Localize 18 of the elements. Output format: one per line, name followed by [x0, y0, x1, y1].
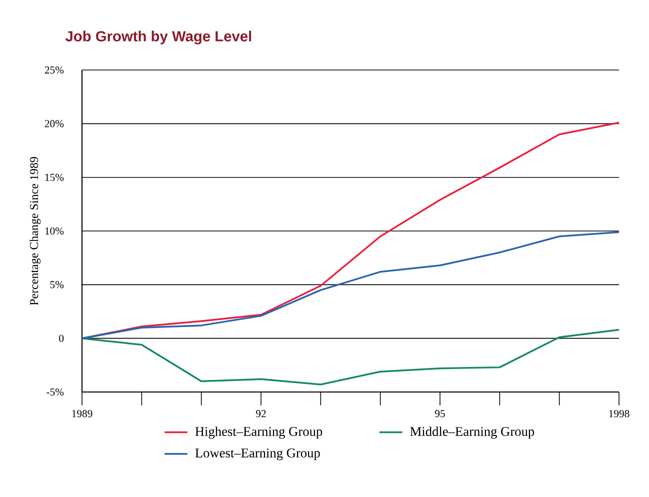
- line-series: [81, 328, 620, 386]
- y-tick-label: 10%: [45, 227, 64, 235]
- x-tick-label: 1989: [72, 410, 92, 418]
- y-tick-label: 25%: [44, 66, 64, 74]
- x-tick-label: 1998: [609, 410, 630, 418]
- chart-title: Job Growth by Wage Level: [65, 30, 252, 44]
- line-series: [81, 231, 620, 340]
- legend-label: Lowest–Earning Group: [195, 448, 320, 460]
- y-tick-label: -5%: [46, 388, 64, 396]
- x-tick-label: 95: [435, 410, 445, 418]
- y-tick-label: 20%: [44, 120, 64, 128]
- y-tick-label: 15%: [45, 174, 64, 181]
- y-axis-title: Percentage Change Since 1989: [30, 157, 41, 306]
- y-tick-label: 0: [59, 334, 64, 342]
- x-tick-label: 92: [256, 410, 266, 418]
- y-tick-label: 5%: [50, 281, 64, 288]
- legend-label: Middle–Earning Group: [410, 426, 534, 439]
- legend-label: Highest–Earning Group: [195, 426, 322, 439]
